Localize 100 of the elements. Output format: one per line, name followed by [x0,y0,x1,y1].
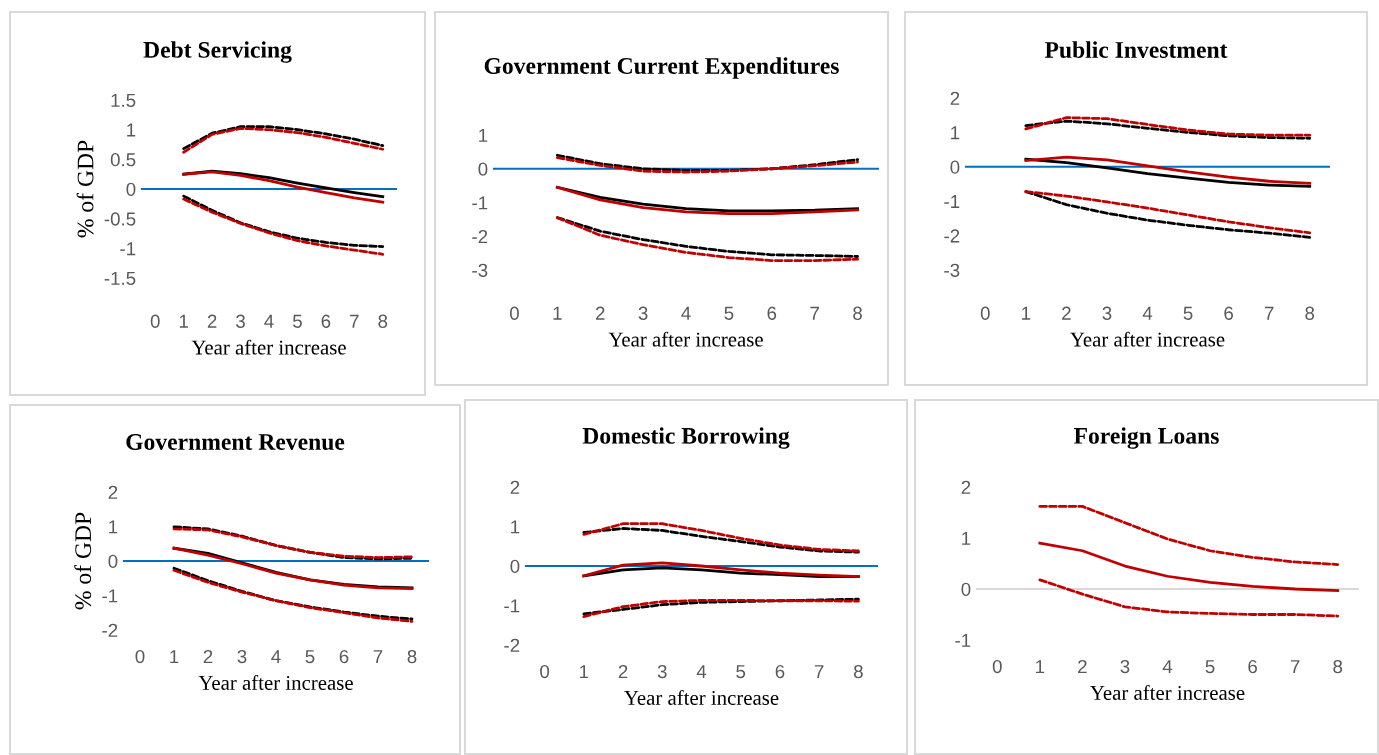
line-series [1038,578,1340,618]
y-tick-label: 2 [108,485,118,499]
x-tick-label: 2 [207,314,217,328]
y-tick-label: -2 [102,623,118,637]
x-tick-label: 4 [271,650,281,664]
chart-title: Domestic Borrowing [582,427,790,449]
x-tick-label: 8 [853,306,862,320]
x-axis-title: Year after increase [191,339,346,355]
x-tick-label: 0 [540,664,550,679]
x-tick-label: 5 [736,665,746,679]
y-tick-label: -0.5 [104,212,136,226]
y-tick-label: 1 [109,520,118,534]
x-tick-label: 1 [170,650,179,664]
y-tick-label: -3 [944,263,960,277]
x-tick-label: 1 [553,306,562,320]
x-axis-title: Year after increase [1090,685,1245,700]
x-tick-label: 2 [1062,306,1071,320]
line-series [182,197,385,256]
y-tick-label: 0.5 [110,153,136,167]
x-tick-label: 5 [1183,306,1193,320]
x-tick-label: 3 [1102,306,1112,320]
x-axis-title: Year after increase [624,690,779,705]
y-tick-label: -1 [472,196,488,210]
x-tick-label: 4 [264,314,274,328]
x-tick-label: 6 [767,306,777,320]
x-tick-label: 6 [1224,306,1233,320]
y-tick-label: 1.5 [111,93,136,107]
y-tick-label: -2 [504,638,520,652]
y-tick-label: 0 [478,162,488,176]
x-axis-title: Year after increase [1070,331,1225,347]
x-axis-title: Year after increase [198,675,353,690]
x-tick-label: 3 [237,649,247,664]
y-tick-label: 0 [961,582,971,596]
x-tick-label: 8 [853,664,863,679]
x-tick-label: 5 [724,306,734,320]
x-tick-label: 3 [1120,659,1130,674]
y-tick-label: 2 [950,91,960,105]
x-tick-label: 6 [775,664,785,679]
chart-title: Government Current Expenditures [484,57,839,79]
y-tick-label: 1 [951,126,960,140]
x-tick-label: 7 [1290,660,1300,674]
x-tick-label: 6 [339,649,349,664]
y-tick-label: 0 [950,160,960,174]
y-tick-label: 2 [510,480,520,494]
y-axis-title: % of GDP [76,140,94,238]
y-tick-label: -2 [944,229,960,243]
x-tick-label: 7 [373,650,383,664]
x-tick-label: 3 [236,314,245,328]
x-tick-label: 1 [179,314,188,328]
y-tick-label: 1 [479,128,488,142]
y-tick-label: 0 [126,182,136,196]
y-tick-label: -1 [102,589,118,603]
x-tick-label: 1 [1022,306,1031,320]
x-tick-label: 5 [292,314,302,328]
x-tick-label: 0 [150,314,160,328]
x-tick-label: 5 [305,650,315,664]
x-tick-label: 7 [814,665,824,679]
x-tick-label: 1 [1036,660,1045,674]
line-series [182,194,385,248]
x-tick-label: 8 [1305,306,1315,320]
y-tick-label: -1 [944,195,960,208]
line-series [1038,541,1340,592]
y-tick-label: 0 [108,554,118,568]
x-tick-label: 4 [1142,306,1153,320]
x-tick-label: 2 [595,306,605,320]
x-tick-label: 3 [638,306,648,320]
x-tick-label: 3 [657,664,667,679]
y-tick-label: -1 [955,633,971,647]
y-tick-label: -2 [472,229,488,244]
y-tick-label: 1 [127,123,136,137]
x-tick-label: 2 [618,664,628,679]
y-tick-label: -1 [504,599,520,613]
x-tick-label: 4 [1162,660,1173,674]
x-tick-label: 7 [1264,306,1274,320]
chart-title: Debt Servicing [143,41,292,63]
x-tick-label: 7 [810,306,819,320]
x-tick-label: 5 [1205,660,1215,674]
x-tick-label: 6 [1248,659,1257,674]
y-tick-label: -1 [120,242,136,256]
line-series [1038,504,1340,566]
x-tick-label: 8 [378,314,388,328]
y-tick-label: 0 [510,559,520,573]
chart-title: Government Revenue [126,434,345,450]
x-tick-label: 0 [992,659,1002,674]
x-tick-label: 2 [1078,659,1087,674]
line-series [582,561,860,579]
x-axis-title: Year after increase [608,331,763,347]
x-tick-label: 6 [321,314,331,328]
x-tick-label: 1 [580,665,589,679]
y-axis-title: % of GDP [74,512,92,610]
y-tick-label: 2 [961,480,971,494]
x-tick-label: 2 [203,649,213,664]
chart-title: Public Investment [1044,41,1228,58]
chart-title: Foreign Loans [1073,427,1219,449]
x-tick-label: 4 [681,306,691,320]
y-tick-label: 1 [962,531,971,545]
y-tick-label: 1 [511,520,520,534]
y-tick-label: -1.5 [104,271,136,285]
y-tick-label: -3 [472,263,488,277]
x-tick-label: 0 [980,306,990,320]
